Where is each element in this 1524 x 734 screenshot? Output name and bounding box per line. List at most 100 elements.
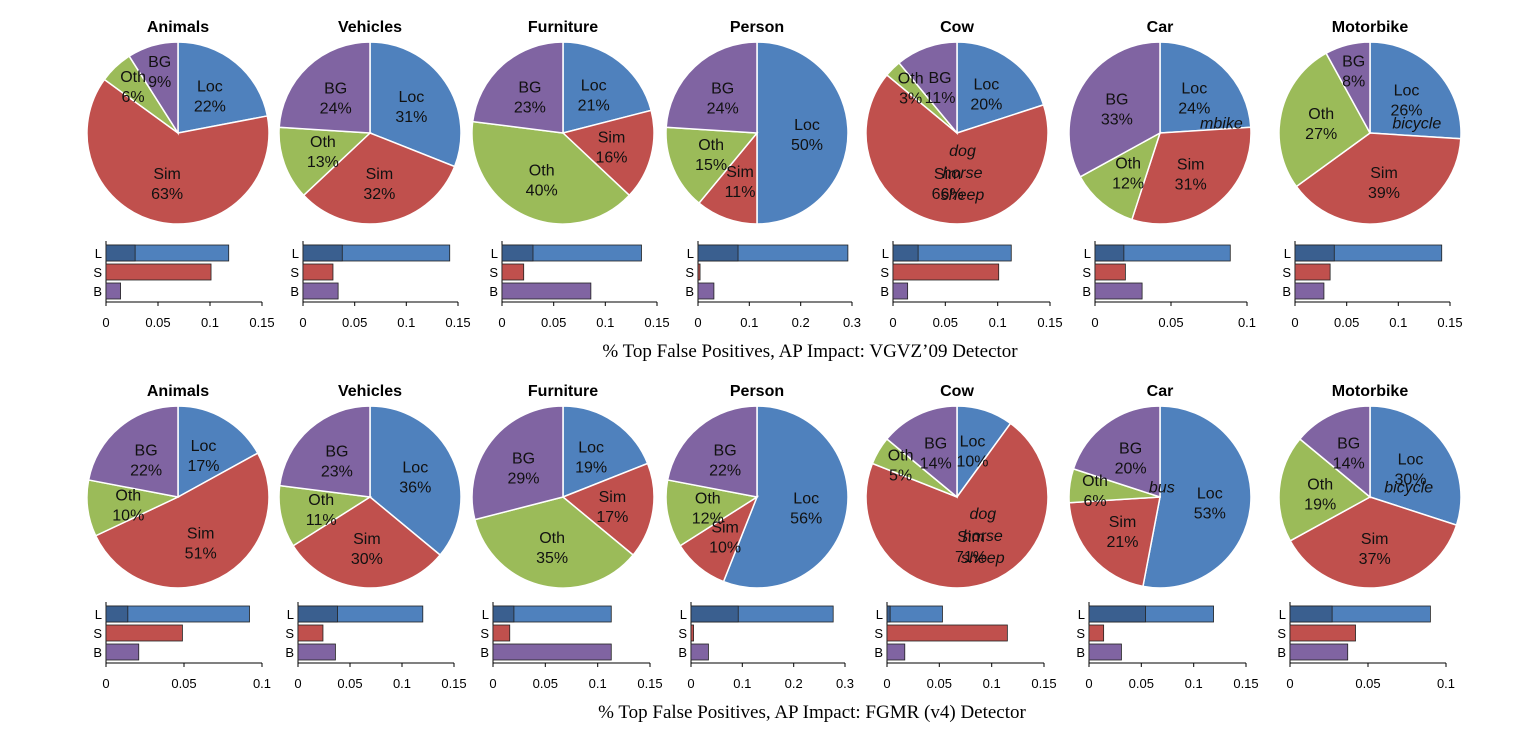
panel-row1-cow: Cow Loc 20% Sim 66% Oth 3% BG 11% dog horse sheep LS… <box>865 19 1063 330</box>
pie-annotation: dog <box>949 143 976 160</box>
pie-annotation: sheep <box>961 550 1005 567</box>
bar-label-l: L <box>687 246 694 261</box>
slice-value-oth: 6% <box>1083 493 1106 510</box>
x-tick-label: 0.05 <box>171 676 196 691</box>
bar-label-l: L <box>882 246 889 261</box>
bar-label-l: L <box>287 607 294 622</box>
slice-name-loc: Loc <box>793 490 819 507</box>
slice-name-loc: Loc <box>197 78 223 95</box>
bar-l-dark-segment <box>1294 244 1335 262</box>
slice-value-bg: 23% <box>514 100 546 117</box>
pie-annotation: horse <box>963 528 1003 545</box>
slice-value-bg: 8% <box>1342 74 1365 91</box>
slice-value-bg: 20% <box>1115 461 1147 478</box>
x-tick-label: 0.3 <box>836 676 854 691</box>
panel-row1-animals: Animals Loc 22% Sim 63% Oth 6% BG 9% LSB 0 0.05 0.1 0… <box>86 19 275 330</box>
bar-label-b: B <box>480 645 489 660</box>
slice-value-bg: 24% <box>707 101 739 118</box>
panel-row2-animals: Animals Loc 17% Sim 51% Oth 10% BG 22% LSB 0 0.05 0.… <box>86 383 271 691</box>
x-tick-label: 0.1 <box>989 315 1007 330</box>
panel-row1-person: Person Loc 50% Sim 11% Oth 15% BG 24% LSB 0 0.1 0.2 0… <box>665 19 861 330</box>
slice-value-loc: 31% <box>395 109 427 126</box>
slice-value-bg: 22% <box>709 462 741 479</box>
bar-label-b: B <box>93 284 102 299</box>
x-tick-label: 0.3 <box>843 315 861 330</box>
bar-l-dark-segment <box>886 605 891 623</box>
caption-fgmr-v4: % Top False Positives, AP Impact: FGMR (… <box>598 702 1026 723</box>
bar-b <box>886 643 906 661</box>
slice-value-bg: 22% <box>130 462 162 479</box>
pie-annotation: horse <box>942 165 982 182</box>
pie-slice-bg <box>128 41 179 136</box>
bar-l-dark-segment <box>690 605 739 623</box>
bar-l-dark-segment <box>892 244 919 262</box>
x-tick-label: 0.1 <box>397 315 415 330</box>
bar-s <box>492 624 511 642</box>
slice-name-sim: Sim <box>934 166 962 183</box>
pie-slice-bg <box>471 41 564 134</box>
slice-name-bg: BG <box>928 70 951 87</box>
slice-name-oth: Oth <box>898 71 924 88</box>
bar-label-l: L <box>482 607 489 622</box>
slice-value-sim: 11% <box>725 184 756 201</box>
slice-value-sim: 21% <box>1106 534 1138 551</box>
pie-slice-sim <box>1289 496 1458 589</box>
slice-name-sim: Sim <box>711 520 739 537</box>
panel-row1-vehicles: Vehicles Loc 31% Sim 32% Oth 13% BG 24% LSB 0 0.05 0… <box>278 19 471 330</box>
panel-title: Cow <box>940 19 974 36</box>
panel-title: Cow <box>940 383 974 400</box>
x-tick-label: 0 <box>889 315 896 330</box>
bar-b <box>1289 643 1349 661</box>
slice-name-oth: Oth <box>308 492 334 509</box>
slice-value-loc: 36% <box>399 480 431 497</box>
x-tick-label: 0.05 <box>1129 676 1154 691</box>
x-tick-label: 0.05 <box>927 676 952 691</box>
bar-b <box>105 643 140 661</box>
slice-name-loc: Loc <box>1394 83 1420 100</box>
panel-row1-car: Car Loc 24% Sim 31% Oth 12% BG 33% mbike LSB 0 0.05 0… <box>1068 19 1256 330</box>
pie-slice-bg <box>897 41 958 136</box>
pie-slice-loc <box>369 41 462 168</box>
slice-value-oth: 12% <box>692 510 724 527</box>
slice-value-loc: 19% <box>575 460 607 477</box>
x-tick-label: 0 <box>102 676 109 691</box>
slice-value-sim: 17% <box>596 509 628 526</box>
slice-name-sim: Sim <box>598 129 626 146</box>
pie-slice-oth <box>471 120 631 225</box>
bar-b <box>302 282 339 300</box>
slice-name-oth: Oth <box>529 162 555 179</box>
bar-b <box>892 282 909 300</box>
slice-value-sim: 31% <box>1175 177 1207 194</box>
slice-name-loc: Loc <box>581 78 607 95</box>
slice-name-loc: Loc <box>960 433 986 450</box>
panel-row2-car: Car Loc 53% Sim 21% Oth 6% BG 20%bus LSB 0 0.05 0.1 0… <box>1068 383 1259 691</box>
bar-label-s: S <box>480 626 489 641</box>
panel-row2-vehicles: Vehicles Loc 36% Sim 30% Oth 11% BG 23% LSB 0 0.05 0… <box>278 383 467 691</box>
slice-name-oth: Oth <box>1307 476 1333 493</box>
slice-name-loc: Loc <box>974 77 1000 94</box>
x-tick-label: 0.1 <box>1238 315 1256 330</box>
slice-name-bg: BG <box>1342 54 1365 71</box>
panel-title: Person <box>730 19 784 36</box>
x-tick-label: 0.1 <box>201 315 219 330</box>
pie-slice-loc <box>177 405 259 499</box>
bar-b <box>1094 282 1143 300</box>
x-tick-label: 0.05 <box>933 315 958 330</box>
pie-annotation: bicycle <box>1392 115 1441 132</box>
slice-value-loc: 26% <box>1390 103 1422 120</box>
slice-name-sim: Sim <box>353 531 381 548</box>
slice-name-sim: Sim <box>366 166 394 183</box>
slice-name-oth: Oth <box>1082 473 1108 490</box>
slice-name-bg: BG <box>148 54 171 71</box>
bar-label-b: B <box>489 284 498 299</box>
slice-value-bg: 9% <box>148 74 171 91</box>
slice-value-loc: 50% <box>791 137 823 154</box>
slice-name-oth: Oth <box>120 69 146 86</box>
pie-slice-bg <box>1325 41 1371 134</box>
slice-name-bg: BG <box>135 442 158 459</box>
x-tick-label: 0.05 <box>145 315 170 330</box>
bar-l-dark-segment <box>1088 605 1146 623</box>
panel-title: Motorbike <box>1332 19 1409 36</box>
pie-annotation: dog <box>969 506 996 523</box>
slice-value-bg: 29% <box>507 470 539 487</box>
